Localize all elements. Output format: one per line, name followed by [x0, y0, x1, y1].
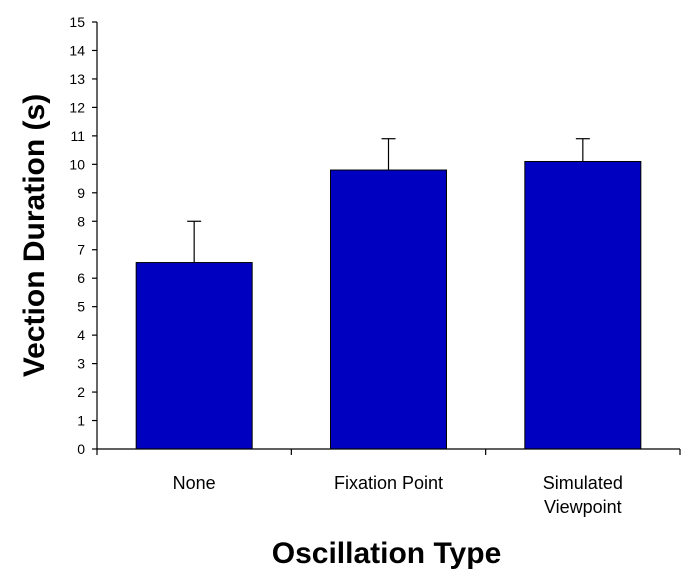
bar	[330, 169, 447, 450]
y-tick-label: 11	[70, 128, 85, 144]
y-tick-label: 7	[77, 242, 85, 258]
error-bars	[187, 138, 590, 263]
y-tick-label: 9	[77, 185, 85, 201]
y-tick-label: 3	[77, 356, 85, 372]
y-tick-label: 1	[77, 413, 85, 429]
y-tick-label: 13	[69, 71, 85, 87]
category-label: Simulated Viewpoint	[543, 473, 623, 517]
y-tick-label: 8	[77, 213, 85, 229]
y-tick-label: 2	[77, 384, 85, 400]
x-axis-title: Oscillation Type	[272, 537, 502, 570]
y-tick-label: 4	[77, 327, 85, 343]
bars	[135, 160, 642, 450]
y-tick-label: 6	[77, 270, 85, 286]
bar	[524, 160, 642, 450]
x-axis-ticks	[96, 449, 681, 455]
category-labels: None Fixation Point Simulated Viewpoint	[173, 473, 623, 517]
category-label: Fixation Point	[334, 473, 443, 493]
category-label: None	[173, 473, 216, 493]
bar	[135, 262, 253, 450]
y-tick-label: 5	[77, 299, 85, 315]
y-tick-label: 15	[69, 14, 85, 30]
y-tick-label: 12	[69, 99, 85, 115]
y-tick-label: 0	[77, 441, 85, 457]
y-tick-label: 10	[69, 156, 85, 172]
y-axis-title: Vection Duration (s)	[18, 94, 51, 377]
y-tick-label: 14	[69, 42, 85, 58]
